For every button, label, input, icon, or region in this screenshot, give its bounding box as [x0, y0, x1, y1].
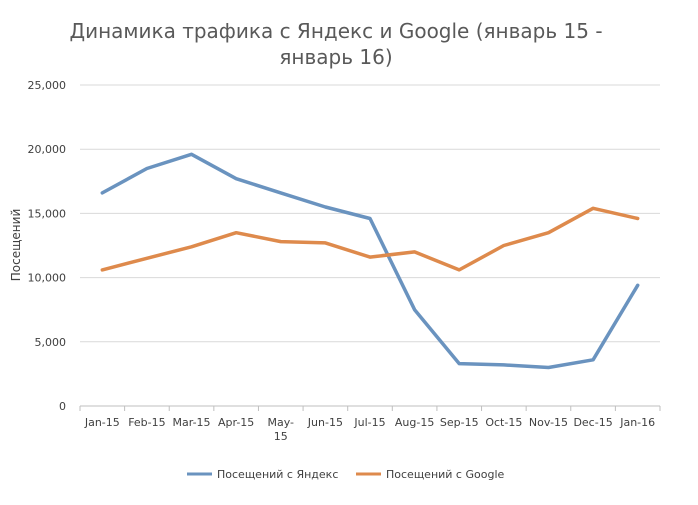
x-tick-label: Jan-16	[619, 416, 655, 429]
x-tick-label: Oct-15	[485, 416, 522, 429]
x-tick-label: Feb-15	[128, 416, 165, 429]
gridlines	[80, 84, 660, 343]
y-tick-label: 0	[59, 400, 66, 413]
legend-label-google: Посещений с Google	[386, 468, 504, 481]
x-tick-label: Dec-15	[573, 416, 612, 429]
y-tick-label: 5,000	[35, 336, 67, 349]
y-axis-label: Посещений	[9, 209, 23, 281]
series-line-yandex	[100, 152, 640, 370]
x-tick-label: Sep-15	[440, 416, 479, 429]
y-tick-label: 25,000	[28, 79, 67, 92]
y-tick-label: 20,000	[28, 143, 67, 156]
chart-title-line-2: январь 16)	[279, 45, 392, 69]
y-tick-label: 15,000	[28, 207, 67, 220]
legend-label-yandex: Посещений с Яндекс	[217, 468, 338, 481]
y-tick-label: 10,000	[28, 272, 67, 285]
x-tick-labels: Jan-15 Feb-15 Mar-15 Apr-15 May-15 Jun-15 Jul-…	[79, 406, 661, 443]
series-lines	[100, 152, 640, 370]
x-tick-label: Mar-15	[173, 416, 211, 429]
x-tick-label: Apr-15	[218, 416, 254, 429]
x-tick-label: Aug-15	[395, 416, 434, 429]
series-line-google	[100, 206, 640, 272]
x-tick-label: Nov-15	[529, 416, 568, 429]
x-tick-label: Jan-15	[84, 416, 120, 429]
y-tick-labels: 0 5,000 10,000 15,000 20,000 25,000	[28, 79, 67, 413]
chart-title-line-1: Динамика трафика с Яндекс и Google (янва…	[69, 19, 602, 43]
x-tick-label: May-15	[268, 416, 295, 443]
x-tick-label: Jul-15	[353, 416, 385, 429]
legend: Посещений с Яндекс Посещений с Google	[187, 468, 504, 481]
x-tick-label: Jun-15	[307, 416, 343, 429]
